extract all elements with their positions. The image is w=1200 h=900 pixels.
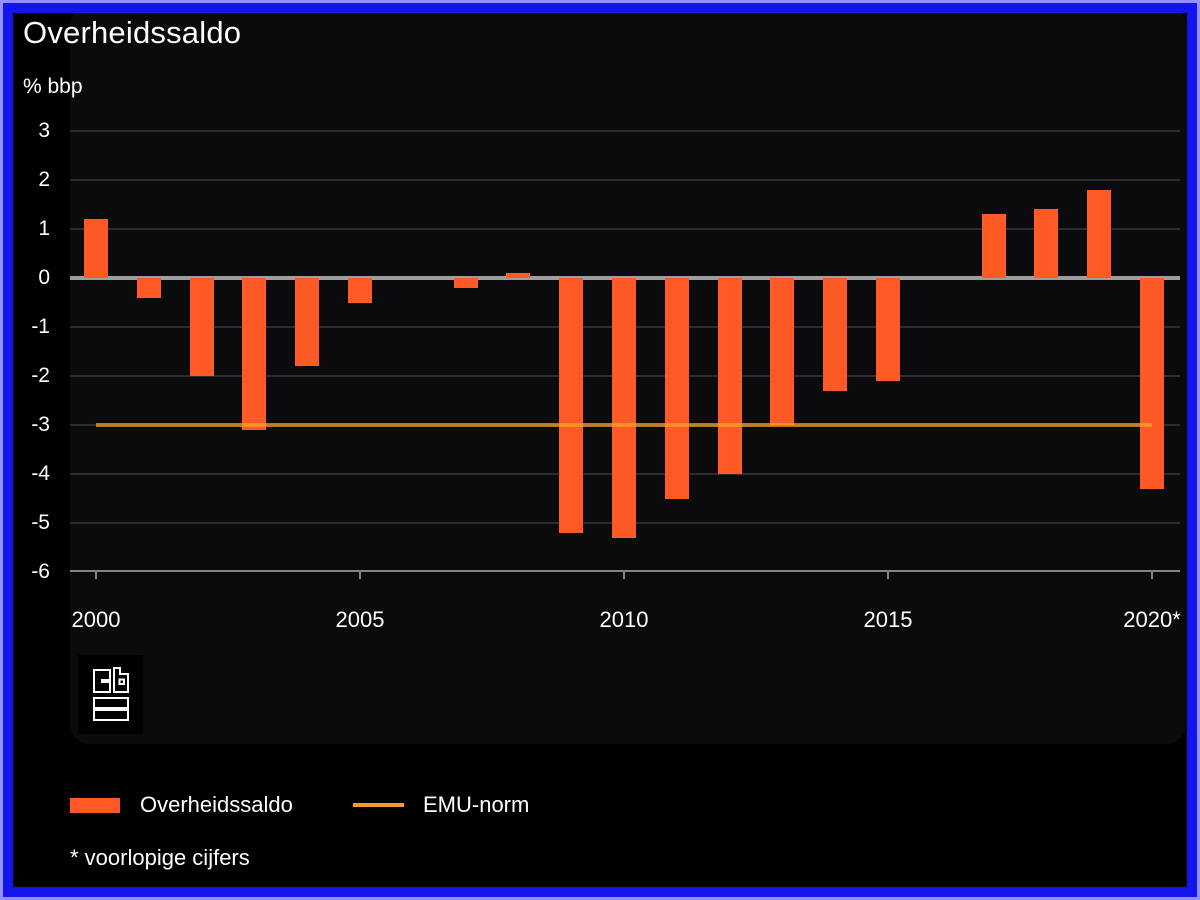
cbs-logo	[78, 655, 143, 734]
y-tick-label: 2	[38, 168, 50, 191]
bar	[876, 278, 900, 381]
cbs-logo-icon	[92, 667, 129, 721]
x-tick-label: 2020*	[1123, 607, 1181, 632]
y-tick-label: -4	[31, 462, 50, 485]
bar	[981, 214, 1006, 278]
bar	[1087, 189, 1112, 278]
gridline	[70, 179, 1180, 181]
bar	[189, 278, 214, 376]
bar	[348, 278, 372, 303]
footnote: * voorlopige cijfers	[70, 845, 250, 870]
y-tick-label: -5	[31, 511, 50, 534]
legend-norm-line	[353, 803, 404, 807]
bar	[453, 278, 478, 288]
x-tick-label: 2000	[71, 607, 121, 632]
gridline	[70, 130, 1180, 132]
legend-norm-label: EMU-norm	[423, 792, 530, 817]
y-tick-label: -2	[31, 364, 50, 387]
bar	[717, 278, 742, 474]
page-title: Overheidssaldo	[23, 15, 242, 50]
x-tick-label: 2010	[599, 607, 649, 632]
y-tick-label: -1	[31, 315, 50, 338]
x-tick	[95, 572, 97, 579]
x-tick-label: 2005	[335, 607, 385, 632]
bar	[242, 278, 267, 430]
y-tick-label: -6	[31, 560, 50, 583]
gridline	[70, 228, 1180, 230]
y-tick-label: 1	[38, 217, 50, 240]
bar	[506, 273, 531, 278]
legend: Overheidssaldo EMU-norm	[70, 790, 670, 824]
bar	[612, 278, 636, 538]
x-tick	[887, 572, 889, 579]
y-tick-label: 3	[38, 119, 50, 142]
x-tick	[1151, 572, 1153, 579]
bar	[823, 278, 848, 391]
bar	[559, 278, 584, 533]
bar	[1140, 278, 1164, 489]
x-tick-label: 2015	[863, 607, 913, 632]
x-tick	[623, 572, 625, 579]
x-tick	[359, 572, 361, 579]
y-tick-label: -3	[31, 413, 50, 436]
bar	[136, 278, 161, 298]
bar	[1034, 209, 1059, 278]
bar	[664, 278, 689, 499]
bar	[770, 278, 795, 425]
legend-series-swatch	[70, 798, 120, 813]
y-tick-label: 0	[38, 266, 50, 289]
bar	[295, 278, 320, 367]
emu-norm-line	[96, 423, 1152, 427]
y-axis-unit-label: % bbp	[23, 75, 83, 98]
x-axis-line	[70, 570, 1180, 572]
legend-series-label: Overheidssaldo	[140, 792, 293, 817]
bar	[84, 219, 108, 278]
